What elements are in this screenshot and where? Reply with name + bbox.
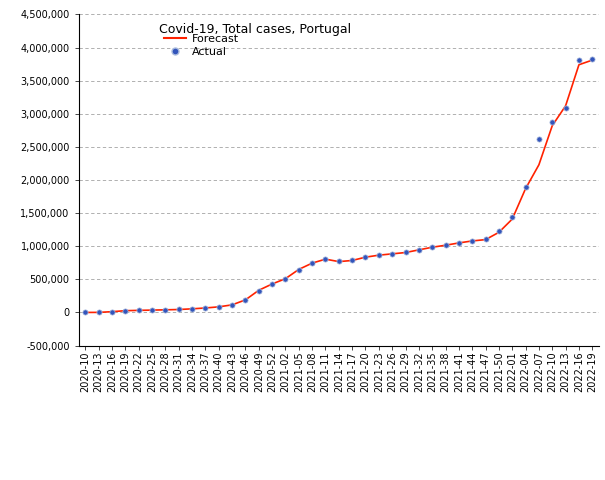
Forecast: [589, 57, 596, 63]
Actual: [334, 258, 344, 265]
Actual: [254, 287, 264, 294]
Forecast: [322, 256, 329, 262]
Actual: [574, 56, 584, 64]
Actual: [468, 237, 477, 244]
Actual: [561, 105, 571, 112]
Actual: [374, 251, 384, 259]
Actual: [494, 227, 504, 235]
Actual: [548, 118, 557, 126]
Forecast: [375, 252, 382, 258]
Actual: [120, 307, 130, 314]
Forecast: [362, 254, 369, 260]
Forecast: [335, 259, 342, 264]
Forecast: [229, 302, 236, 308]
Actual: [321, 256, 330, 264]
Forecast: [535, 162, 543, 168]
Forecast: [549, 123, 556, 129]
Forecast: [348, 258, 356, 264]
Actual: [440, 241, 450, 249]
Actual: [134, 307, 143, 314]
Forecast: [428, 244, 436, 250]
Actual: [481, 236, 491, 243]
Forecast: [82, 310, 89, 315]
Actual: [214, 303, 224, 311]
Forecast: [415, 247, 422, 253]
Forecast: [201, 305, 209, 311]
Forecast: [295, 266, 302, 272]
Forecast: [469, 238, 476, 244]
Actual: [387, 250, 397, 257]
Text: Covid-19, Total cases, Portugal: Covid-19, Total cases, Portugal: [159, 23, 352, 36]
Actual: [347, 256, 357, 264]
Forecast: [455, 240, 462, 246]
Forecast: [188, 306, 195, 312]
Forecast: [175, 307, 182, 312]
Forecast: [162, 307, 169, 312]
Actual: [521, 183, 531, 191]
Actual: [241, 296, 250, 304]
Forecast: [562, 103, 569, 108]
Actual: [107, 308, 117, 315]
Forecast: [269, 281, 276, 287]
Forecast: [282, 276, 289, 282]
Actual: [227, 301, 237, 309]
Line: Forecast: Forecast: [85, 60, 592, 312]
Forecast: [108, 309, 116, 314]
Actual: [281, 275, 290, 283]
Forecast: [148, 307, 155, 313]
Actual: [307, 259, 317, 267]
Forecast: [402, 250, 409, 255]
Actual: [427, 243, 437, 251]
Actual: [361, 253, 370, 261]
Forecast: [215, 304, 223, 310]
Actual: [508, 213, 517, 221]
Forecast: [95, 310, 102, 315]
Actual: [534, 135, 544, 143]
Actual: [187, 305, 197, 312]
Forecast: [255, 288, 263, 293]
Forecast: [122, 308, 129, 313]
Forecast: [135, 308, 142, 313]
Actual: [587, 56, 597, 63]
Forecast: [522, 186, 529, 192]
Actual: [174, 306, 183, 313]
Actual: [147, 306, 157, 314]
Forecast: [482, 237, 489, 242]
Actual: [94, 309, 103, 316]
Forecast: [309, 260, 316, 266]
Actual: [401, 248, 410, 256]
Actual: [80, 309, 90, 316]
Actual: [294, 266, 304, 274]
Forecast: [388, 251, 396, 257]
Forecast: [242, 297, 249, 303]
Actual: [454, 239, 463, 247]
Actual: [267, 280, 277, 288]
Forecast: [442, 242, 449, 248]
Forecast: [509, 216, 516, 222]
Actual: [200, 304, 210, 312]
Actual: [160, 306, 170, 313]
Actual: [414, 246, 424, 253]
Forecast: [495, 229, 503, 235]
Forecast: [575, 62, 583, 68]
Legend: Forecast, Actual: Forecast, Actual: [159, 29, 243, 61]
